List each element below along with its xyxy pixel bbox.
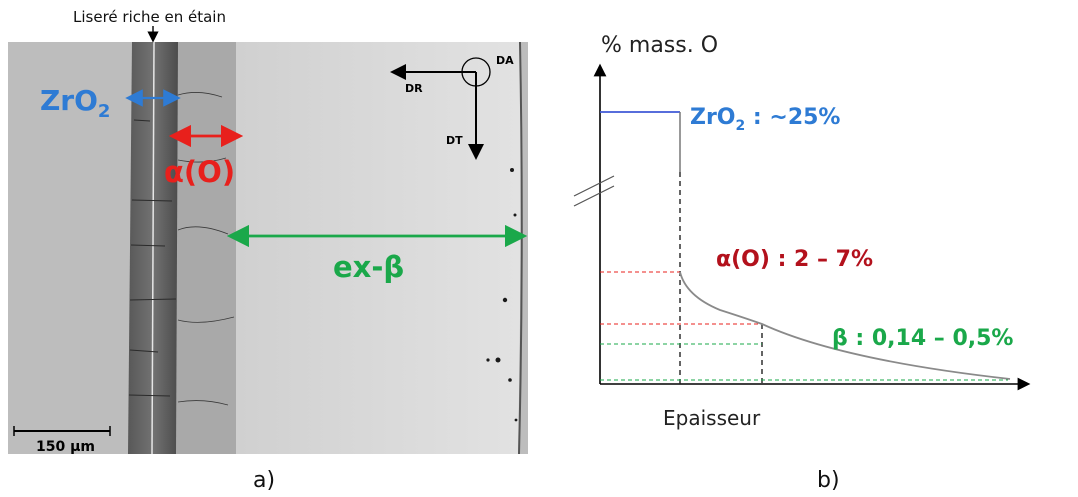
zro2-profile-subscript: 2 xyxy=(736,118,746,134)
tin-rich-line xyxy=(151,41,155,455)
da-label: DA xyxy=(496,54,514,67)
micrograph-panel: Liseré riche en étain ZrO2 α(O) ex-β DA … xyxy=(8,8,528,493)
profile-xlabel: Epaisseur xyxy=(663,406,761,430)
panel-b-label: b) xyxy=(817,468,840,493)
dt-label: DT xyxy=(446,134,463,147)
zro2-subscript: 2 xyxy=(98,101,111,122)
alpha-layer-region xyxy=(176,42,236,454)
edge-pores xyxy=(486,168,518,422)
direction-indicator: DA DR DT xyxy=(390,54,514,160)
panel-a-label: a) xyxy=(253,468,275,493)
axis-break xyxy=(573,175,615,207)
profile-curve xyxy=(679,271,1011,380)
alpha-profile-label: α(O) : 2 – 7% xyxy=(716,247,873,272)
alpha-label: α(O) xyxy=(164,155,235,189)
exbeta-label: ex-β xyxy=(333,250,404,284)
exbeta-matrix-region xyxy=(236,42,521,454)
sample-edge xyxy=(518,41,523,455)
zro2-label: ZrO2 xyxy=(40,84,110,122)
oxide-cracks xyxy=(128,119,177,397)
profile-ylabel: % mass. O xyxy=(601,33,718,58)
beta-profile-label: β : 0,14 – 0,5% xyxy=(832,326,1013,351)
profile-panel: % mass. O ZrO2 : ~25% α(O) : 2 – 7% β : … xyxy=(573,33,1031,493)
scale-bar-label: 150 µm xyxy=(36,439,95,455)
alpha-boundaries xyxy=(177,92,235,406)
dr-label: DR xyxy=(405,82,423,95)
tin-rich-label: Liseré riche en étain xyxy=(73,8,226,26)
zro2-profile-value: : ~25% xyxy=(745,105,840,130)
zro2-profile-label: ZrO2 : ~25% xyxy=(690,105,840,134)
